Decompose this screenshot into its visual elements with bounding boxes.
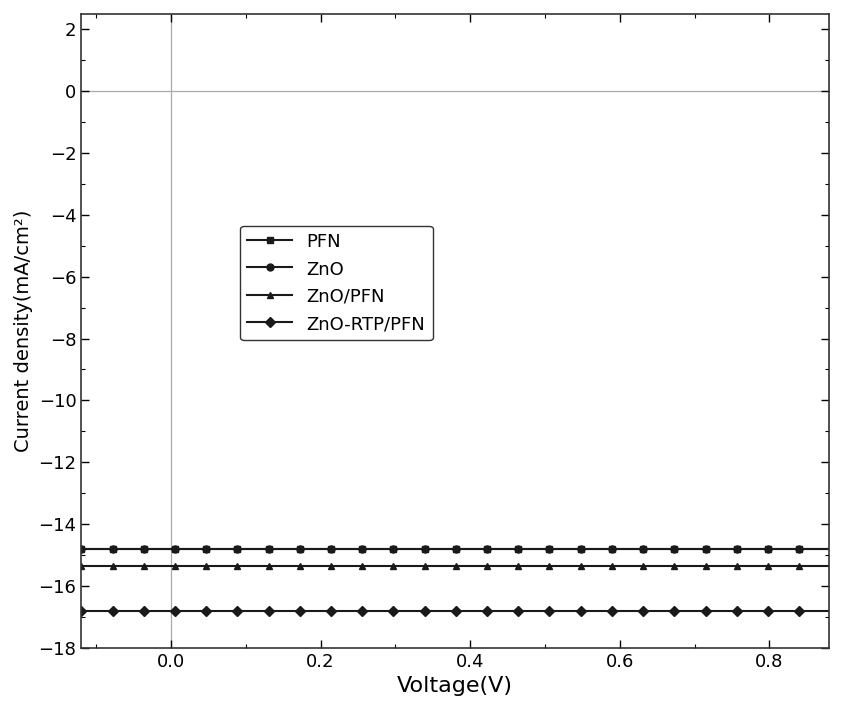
PFN [269, 545, 279, 553]
Line: ZnO-RTP/PFN: ZnO-RTP/PFN [78, 607, 833, 614]
Legend: PFN, ZnO, ZnO/PFN, ZnO-RTP/PFN: PFN, ZnO, ZnO/PFN, ZnO-RTP/PFN [240, 226, 432, 340]
ZnO-RTP/PFN [639, 606, 649, 615]
PFN [208, 545, 218, 553]
ZnO/PFN [517, 562, 527, 570]
ZnO [517, 545, 527, 553]
ZnO [576, 545, 586, 553]
ZnO/PFN [76, 562, 86, 570]
ZnO [269, 545, 279, 553]
ZnO/PFN [824, 562, 835, 570]
Y-axis label: Current density(mA/cm²): Current density(mA/cm²) [13, 209, 33, 452]
ZnO/PFN [208, 562, 218, 570]
ZnO [76, 545, 86, 553]
ZnO/PFN [576, 562, 586, 570]
ZnO [639, 545, 649, 553]
PFN [576, 545, 586, 553]
ZnO-RTP/PFN [76, 606, 86, 615]
Line: ZnO: ZnO [78, 545, 833, 552]
ZnO [415, 545, 425, 553]
PFN [517, 545, 527, 553]
Line: PFN: PFN [78, 545, 833, 552]
PFN [76, 545, 86, 553]
ZnO-RTP/PFN [415, 606, 425, 615]
ZnO-RTP/PFN [269, 606, 279, 615]
PFN [639, 545, 649, 553]
Line: ZnO/PFN: ZnO/PFN [78, 562, 833, 569]
ZnO/PFN [415, 562, 425, 570]
ZnO-RTP/PFN [208, 606, 218, 615]
ZnO [208, 545, 218, 553]
PFN [824, 545, 835, 553]
X-axis label: Voltage(V): Voltage(V) [397, 676, 513, 696]
ZnO-RTP/PFN [824, 606, 835, 615]
ZnO-RTP/PFN [517, 606, 527, 615]
ZnO/PFN [639, 562, 649, 570]
ZnO-RTP/PFN [576, 606, 586, 615]
ZnO [824, 545, 835, 553]
PFN [415, 545, 425, 553]
ZnO/PFN [269, 562, 279, 570]
